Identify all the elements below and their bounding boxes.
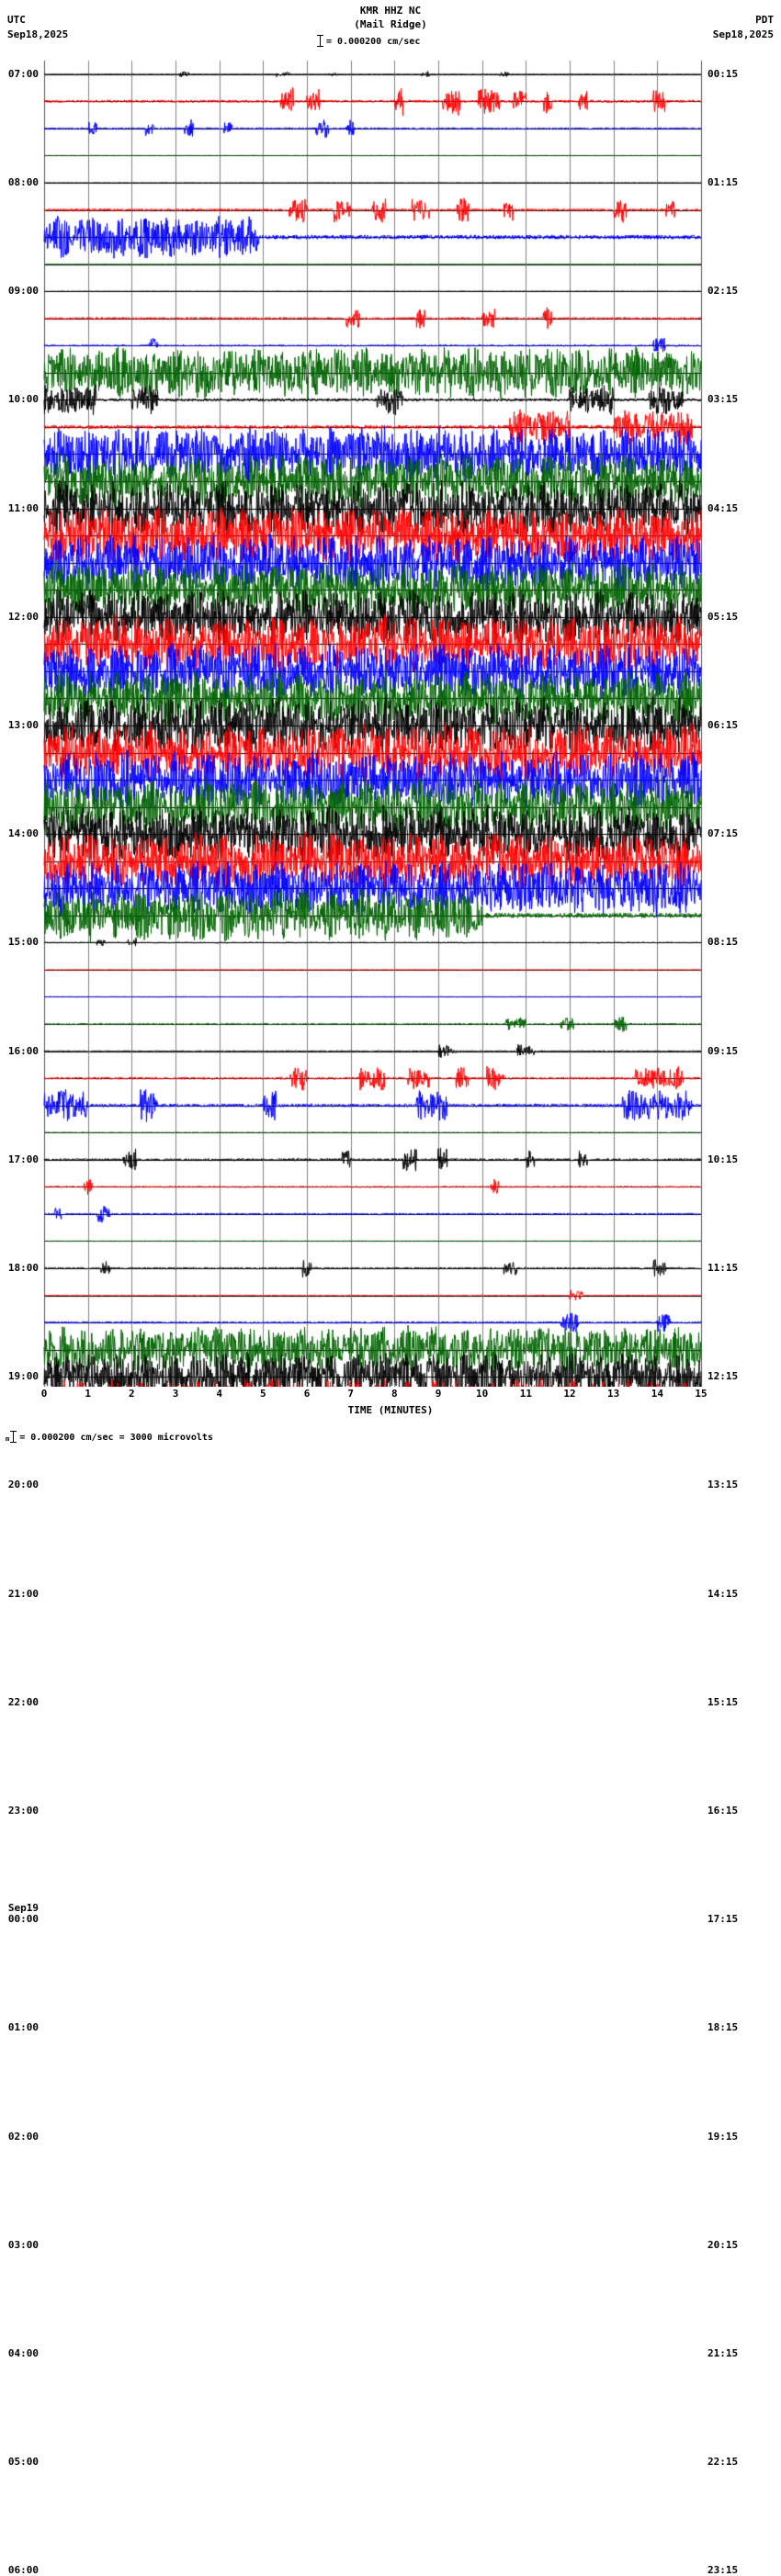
footer-prefix: m [6, 1435, 10, 1443]
footer-scale-bar-icon [10, 1431, 17, 1443]
x-tick-label: 4 [216, 1388, 222, 1400]
x-tick-label: 9 [435, 1388, 442, 1400]
right-time-label: 06:15 [707, 718, 739, 731]
right-time-label: 02:15 [707, 285, 739, 298]
x-tick-label: 12 [563, 1388, 576, 1400]
right-time-label: 05:15 [707, 610, 739, 623]
left-time-label: 16:00 [7, 1044, 39, 1057]
left-time-label: 01:00 [7, 2021, 39, 2034]
right-time-label: 04:15 [707, 501, 739, 514]
right-time-label: 17:15 [707, 1913, 739, 1926]
utc-label: UTC [7, 14, 26, 26]
left-time-label: 07:00 [7, 67, 39, 80]
station-title: KMR HHZ NC (Mail Ridge) [0, 4, 781, 31]
left-time-axis: 07:00 08:00 09:00 10:00 11:00 12:00 13:00 14:00… [0, 55, 42, 2576]
left-time-label: 17:00 [7, 1153, 39, 1165]
left-time-label: 05:00 [7, 2456, 39, 2469]
right-time-axis: 00:15 01:15 02:15 03:15 04:15 05:15 06:15 07:15… [704, 55, 781, 2576]
left-time-label: 21:00 [7, 1587, 39, 1600]
right-time-label: 01:15 [707, 175, 739, 188]
right-time-label: 03:15 [707, 393, 739, 406]
x-tick-label: 7 [347, 1388, 354, 1400]
x-tick-label: 2 [129, 1388, 135, 1400]
utc-date: Sep18,2025 [7, 28, 69, 40]
right-time-label: 08:15 [707, 936, 739, 949]
right-time-label: 16:15 [707, 1804, 739, 1817]
right-time-label: 21:15 [707, 2346, 739, 2359]
right-time-label: 20:15 [707, 2238, 739, 2251]
right-time-label: 09:15 [707, 1044, 739, 1057]
x-tick-label: 8 [391, 1388, 398, 1400]
left-time-label: 19:00 [7, 1370, 39, 1383]
left-time-label: 08:00 [7, 175, 39, 188]
left-time-label: 15:00 [7, 936, 39, 949]
left-time-label: 11:00 [7, 501, 39, 514]
right-time-label: 14:15 [707, 1587, 739, 1600]
seismogram-traces-canvas [0, 55, 781, 1387]
pdt-time-header: PDT Sep18,2025 [713, 13, 774, 42]
right-time-label: 23:15 [707, 2564, 739, 2576]
right-time-label: 15:15 [707, 1695, 739, 1708]
left-time-label: 18:00 [7, 1261, 39, 1274]
x-tick-label: 15 [695, 1388, 707, 1400]
left-time-label: 13:00 [7, 718, 39, 731]
left-time-label: 09:00 [7, 285, 39, 298]
right-time-label: 11:15 [707, 1261, 739, 1274]
left-time-label: 20:00 [7, 1479, 39, 1491]
left-time-label: 12:00 [7, 610, 39, 623]
right-time-label: 00:15 [707, 67, 739, 80]
page-header: UTC Sep18,2025 KMR HHZ NC (Mail Ridge) P… [0, 0, 781, 55]
x-tick-label: 0 [40, 1388, 48, 1400]
pdt-date: Sep18,2025 [712, 28, 774, 40]
left-time-label: 22:00 [7, 1695, 39, 1708]
x-axis-tick-labels: 0 1 2 3 4 5 6 7 8 9 10 11 12 13 14 15 [0, 1389, 781, 1403]
station-channel-network: KMR HHZ NC [359, 5, 422, 17]
left-time-label: 02:00 [7, 2130, 39, 2143]
left-time-label: 04:00 [7, 2346, 39, 2359]
footer-scale-note: m = 0.000200 cm/sec = 3000 microvolts [6, 1431, 213, 1443]
station-site-name: (Mail Ridge) [354, 18, 427, 30]
scale-note-text: = 0.000200 cm/sec [326, 37, 421, 47]
left-time-label: 10:00 [7, 393, 39, 406]
x-tick-label: 11 [519, 1388, 532, 1400]
utc-time-header: UTC Sep18,2025 [7, 13, 68, 42]
scale-bar-icon [317, 35, 323, 47]
right-time-label: 22:15 [707, 2456, 739, 2469]
left-time-label: 03:00 [7, 2238, 39, 2251]
left-time-label: 06:00 [7, 2564, 39, 2576]
right-time-label: 13:15 [707, 1479, 739, 1491]
right-time-label: 19:15 [707, 2130, 739, 2143]
right-time-label: 07:15 [707, 827, 739, 840]
x-tick-label: 10 [476, 1388, 489, 1400]
date-change-label: Sep19 [7, 1902, 39, 1915]
seismogram-plot: 07:00 08:00 09:00 10:00 11:00 12:00 13:00 14:00… [0, 55, 781, 2576]
pdt-label: PDT [755, 14, 774, 26]
x-tick-label: 3 [172, 1388, 179, 1400]
left-time-label: 00:00 [7, 1913, 39, 1926]
x-tick-label: 13 [607, 1388, 620, 1400]
x-tick-label: 14 [651, 1388, 663, 1400]
x-tick-label: 5 [260, 1388, 266, 1400]
left-time-label: 23:00 [7, 1804, 39, 1817]
right-time-label: 12:15 [707, 1370, 739, 1383]
x-tick-label: 6 [303, 1388, 311, 1400]
amplitude-scale-note: = 0.000200 cm/sec [317, 35, 420, 47]
x-tick-label: 1 [85, 1388, 91, 1400]
footer-scale-text: = 0.000200 cm/sec = 3000 microvolts [19, 1433, 213, 1443]
right-time-label: 18:15 [707, 2021, 739, 2034]
left-time-label: 14:00 [7, 827, 39, 840]
right-time-label: 10:15 [707, 1153, 739, 1165]
x-axis-title: TIME (MINUTES) [347, 1404, 434, 1416]
